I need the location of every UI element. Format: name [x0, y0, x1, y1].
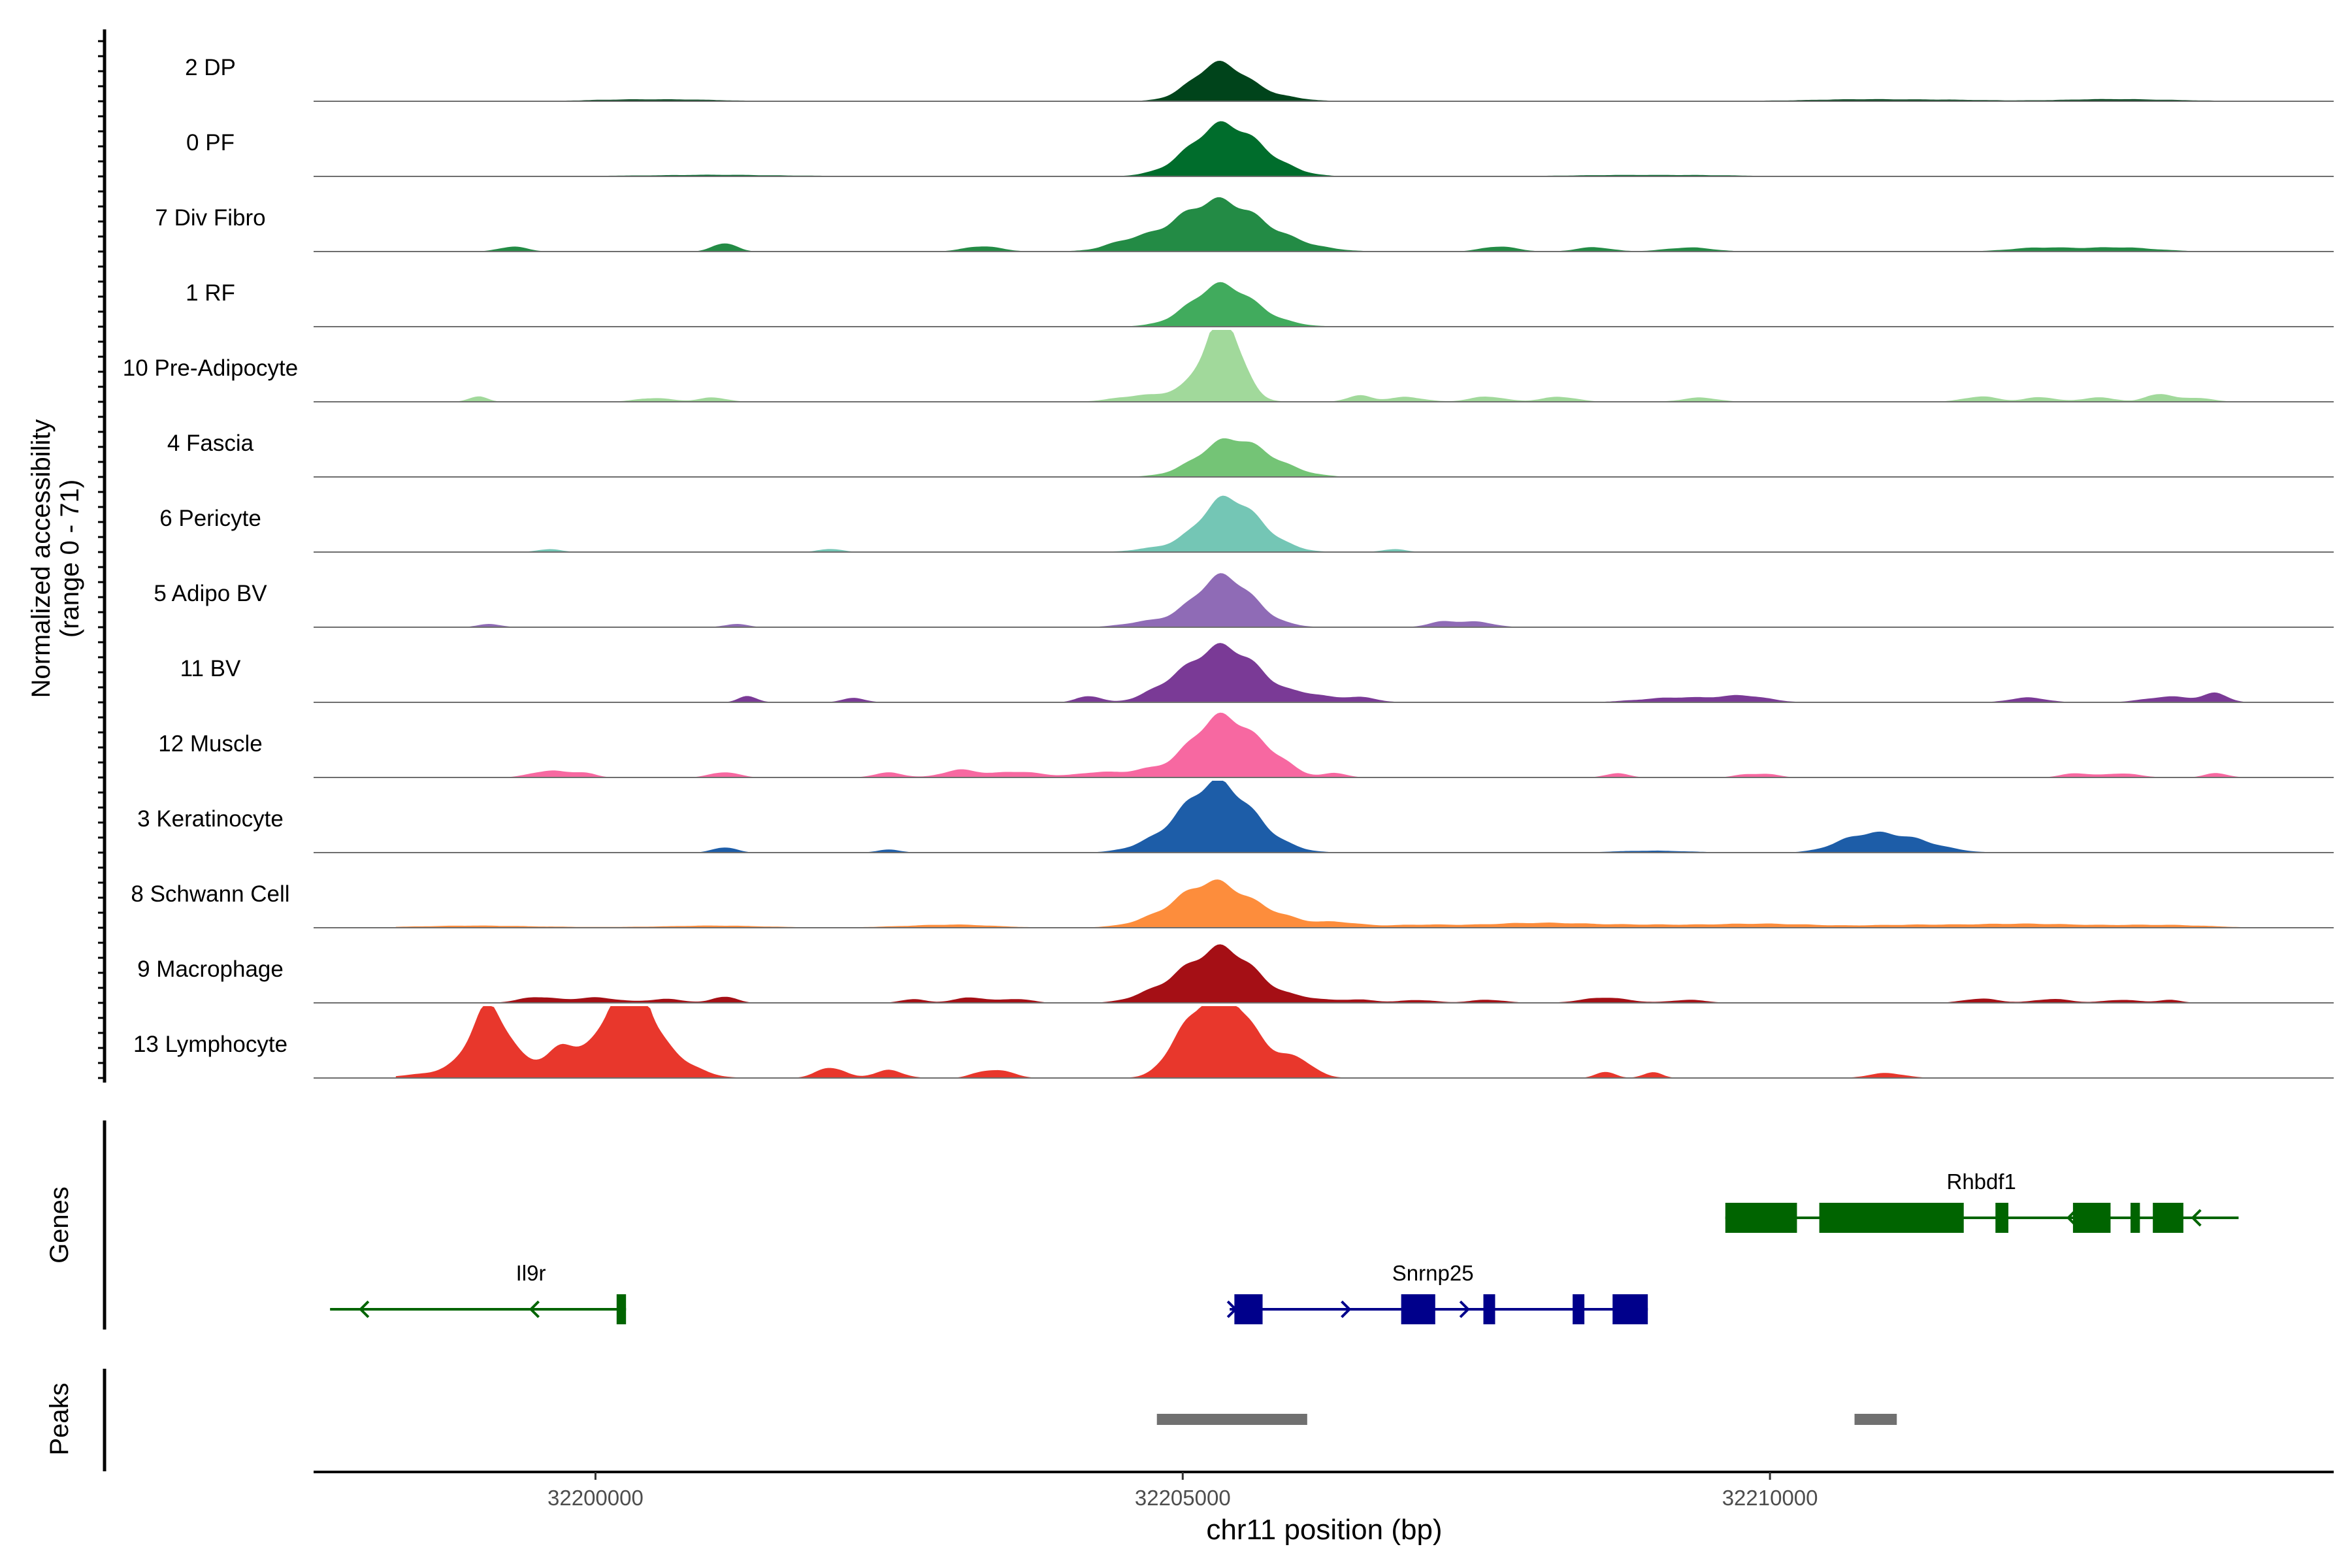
gene-label-snrnp25: Snrnp25 [1392, 1261, 1474, 1285]
exon-block [2153, 1203, 2183, 1233]
exon-block [1725, 1203, 1797, 1233]
track-1-rf: 1 RF [186, 280, 2334, 327]
track-label-11-bv: 11 BV [180, 656, 241, 681]
strand-arrow [1459, 1300, 1470, 1318]
exon-block [1819, 1203, 1964, 1233]
coverage-area-13-lymphocyte [395, 1006, 2252, 1078]
track-label-3-keratinocyte: 3 Keratinocyte [137, 806, 284, 832]
x-tick-label: 32210000 [1722, 1486, 1818, 1510]
track-6-pericyte: 6 Pericyte [159, 495, 2334, 553]
strand-arrow [2191, 1209, 2202, 1227]
strand-arrow [359, 1300, 370, 1318]
track-label-12-muscle: 12 Muscle [158, 731, 263, 757]
x-axis-ticks: 32200000 32205000 32210000 [547, 1472, 1818, 1510]
track-3-keratinocyte: 3 Keratinocyte [137, 781, 2334, 853]
exon-block [616, 1294, 627, 1324]
track-label-8-schwann-cell: 8 Schwann Cell [131, 881, 289, 907]
exon-block [2131, 1203, 2140, 1233]
y-axis-label-line2: (range 0 - 71) [56, 480, 84, 638]
y-axis-label-line1: Normalized accessibility [27, 419, 56, 698]
track-label-0-pf: 0 PF [186, 130, 235, 155]
gene-label-rhbdf1: Rhbdf1 [1946, 1169, 2016, 1194]
strand-arrow [1226, 1300, 1237, 1318]
track-8-schwann-cell: 8 Schwann Cell [131, 879, 2334, 928]
x-axis-label: chr11 position (bp) [1206, 1514, 1442, 1546]
exon-block [2072, 1203, 2111, 1233]
exon-block [1573, 1294, 1585, 1324]
gene-snrnp25: Snrnp25 [1226, 1261, 1648, 1324]
gene-il9r: Il9r [330, 1261, 627, 1324]
track-label-7-div-fibro: 7 Div Fibro [155, 205, 265, 231]
peaks-panel-label: Peaks [45, 1382, 74, 1455]
track-0-pf: 0 PF [186, 121, 2334, 177]
exon-block [1234, 1294, 1263, 1324]
track-2-dp: 2 DP [185, 55, 2334, 102]
track-label-6-pericyte: 6 Pericyte [159, 506, 261, 531]
track-9-macrophage: 9 Macrophage [137, 944, 2334, 1004]
track-13-lymphocyte: 13 Lymphocyte [133, 1006, 2334, 1079]
track-10-pre-adipocyte: 10 Pre-Adipocyte [123, 330, 2334, 402]
strand-arrow [529, 1300, 540, 1318]
peak-region-bar [1854, 1414, 1897, 1425]
x-tick-label: 32205000 [1135, 1486, 1231, 1510]
genes-panel-label: Genes [45, 1186, 74, 1264]
strand-arrow [1341, 1300, 1352, 1318]
track-label-9-macrophage: 9 Macrophage [137, 956, 284, 982]
gene-label-il9r: Il9r [516, 1261, 546, 1285]
track-12-muscle: 12 Muscle [158, 712, 2334, 778]
exon-block [1612, 1294, 1648, 1324]
coverage-tracks: 2 DP 0 PF 7 Div Fibro 1 RF 10 Pre-Adipocyte 4… [123, 55, 2334, 1079]
track-11-bv: 11 BV [180, 643, 2334, 703]
track-5-adipo-bv: 5 Adipo BV [154, 573, 2334, 628]
y-axis [98, 29, 106, 1083]
track-label-5-adipo-bv: 5 Adipo BV [154, 581, 267, 606]
exon-block [1995, 1203, 2009, 1233]
track-label-1-rf: 1 RF [186, 280, 235, 306]
exon-block [1483, 1294, 1495, 1324]
strand-arrow [2066, 1209, 2078, 1227]
track-label-4-fascia: 4 Fascia [167, 431, 254, 456]
track-4-fascia: 4 Fascia [167, 431, 2334, 478]
track-label-2-dp: 2 DP [185, 55, 236, 80]
x-tick-label: 32200000 [547, 1486, 644, 1510]
peak-region-track [1156, 1414, 1897, 1425]
exon-block [1401, 1294, 1435, 1324]
peak-region-bar [1156, 1414, 1307, 1425]
track-label-10-pre-adipocyte: 10 Pre-Adipocyte [123, 355, 298, 381]
track-label-13-lymphocyte: 13 Lymphocyte [133, 1032, 287, 1057]
gene-rhbdf1: Rhbdf1 [1725, 1169, 2239, 1233]
track-7-div-fibro: 7 Div Fibro [155, 197, 2334, 252]
gene-annotation-track: Il9r Snrnp25 Rhbdf1 [330, 1169, 2239, 1324]
